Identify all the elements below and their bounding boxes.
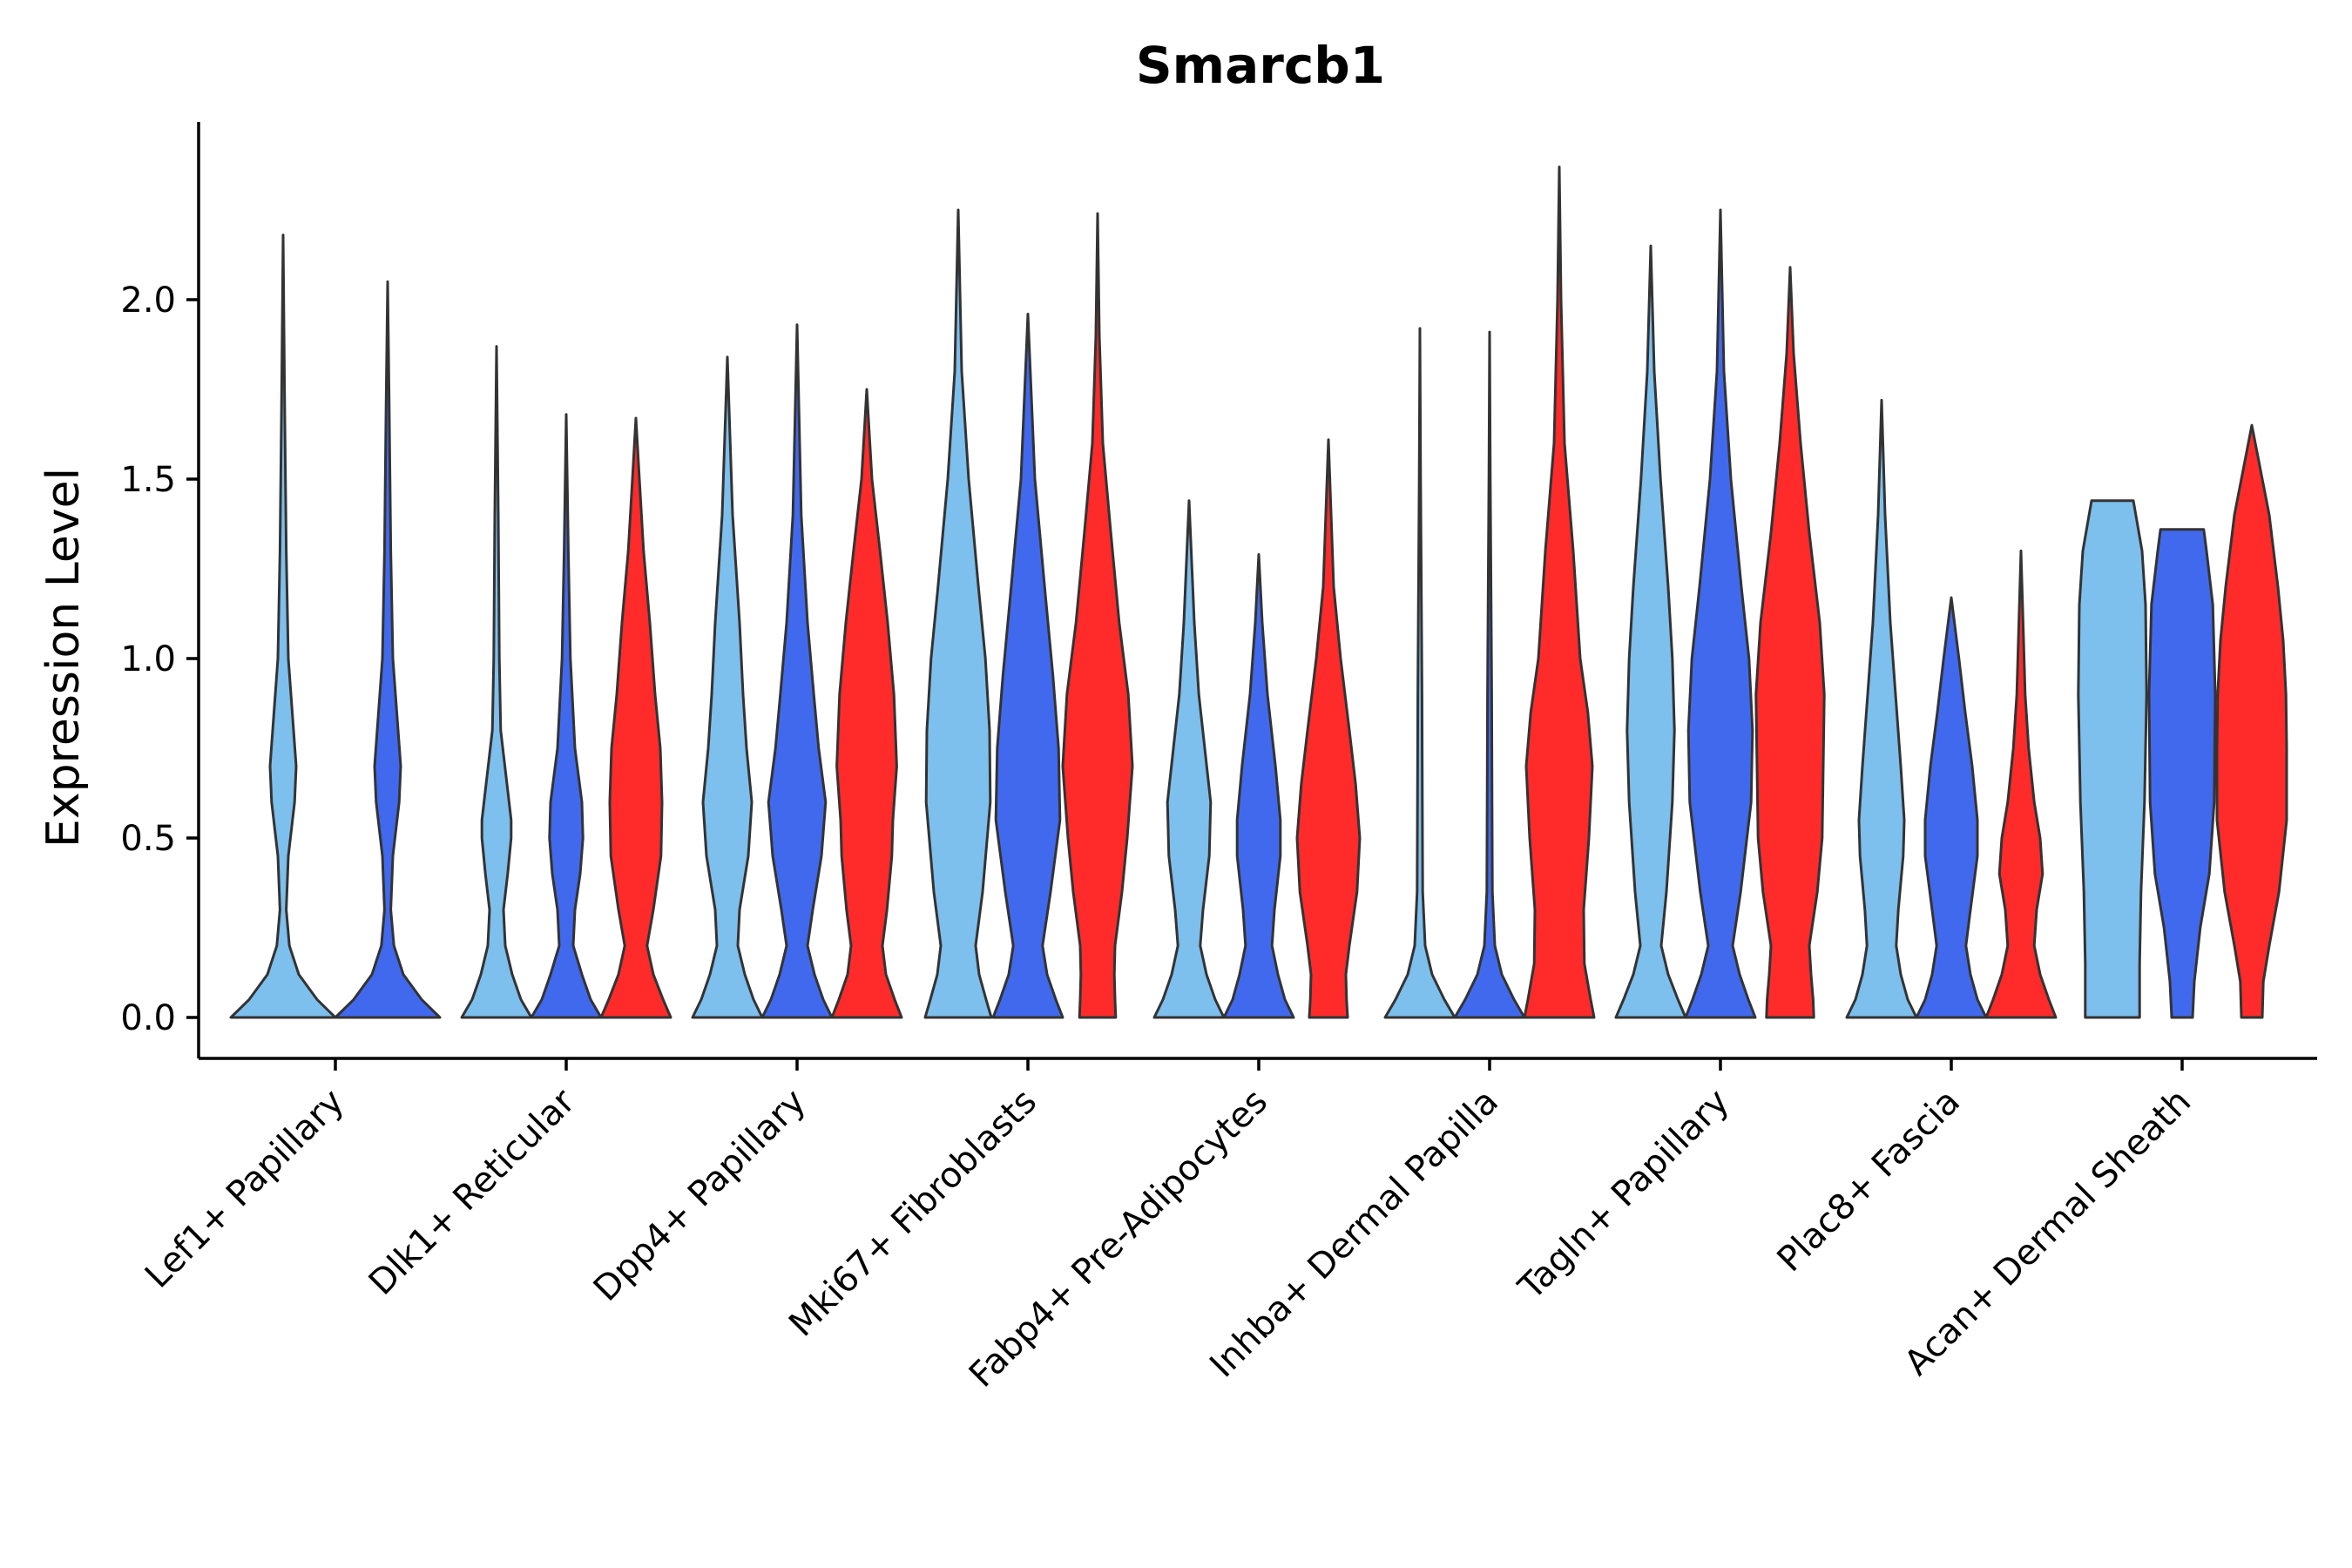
violin-inhba-dermal-papilla-series-2 xyxy=(1453,330,1526,1019)
violin-tagln-papillary-series-3 xyxy=(1754,266,1826,1019)
x-tick-label: Mki67+ Fibroblasts xyxy=(781,1082,1044,1345)
chart-title: Smarcb1 xyxy=(1136,36,1385,95)
violin-tagln-papillary-series-2 xyxy=(1684,208,1757,1019)
x-tick-label: Tagln+ Papillary xyxy=(1511,1082,1737,1308)
violin-dpp4-papillary-series-1 xyxy=(691,355,764,1019)
violin-inhba-dermal-papilla-series-3 xyxy=(1523,166,1596,1019)
y-tick-label: 2.0 xyxy=(120,280,176,321)
violin-dlk1-reticular-series-3 xyxy=(599,416,672,1019)
violin-layer xyxy=(229,166,2288,1019)
violin-acan-dermal-sheath-series-3 xyxy=(2215,423,2288,1019)
violin-acan-dermal-sheath-series-2 xyxy=(2147,528,2217,1019)
x-tick-label: Dlk1+ Reticular xyxy=(362,1081,584,1303)
y-axis: 0.0 0.5 1.0 1.5 2.0 xyxy=(120,122,200,1058)
y-tick-label: 1.5 xyxy=(120,460,176,500)
violin-inhba-dermal-papilla-series-1 xyxy=(1383,327,1456,1019)
x-tick-label: Plac8+ Fascia xyxy=(1770,1082,1969,1281)
violin-dpp4-papillary-series-3 xyxy=(830,388,903,1019)
violin-plac8-fascia-series-2 xyxy=(1915,596,1988,1019)
y-tick-label: 0.5 xyxy=(120,819,176,859)
violin-lef1-papillary-series-1 xyxy=(229,233,337,1019)
x-axis: Lef1+ Papillary Dlk1+ Reticular Dpp4+ Papi… xyxy=(138,1057,2317,1396)
violin-fabp4-pre-adipocytes-series-2 xyxy=(1222,553,1295,1019)
violin-fabp4-pre-adipocytes-series-3 xyxy=(1295,438,1362,1019)
violin-plac8-fascia-series-1 xyxy=(1845,398,1918,1019)
violin-plac8-fascia-series-3 xyxy=(1984,549,2058,1019)
y-axis-label: Expression Level xyxy=(37,468,90,848)
violin-lef1-papillary-series-2 xyxy=(334,280,442,1019)
x-tick-label: Lef1+ Papillary xyxy=(138,1082,352,1296)
violin-dlk1-reticular-series-2 xyxy=(530,413,603,1019)
violin-dpp4-papillary-series-2 xyxy=(760,323,834,1019)
violin-dlk1-reticular-series-1 xyxy=(460,345,533,1019)
violin-tagln-papillary-series-1 xyxy=(1614,244,1687,1019)
y-tick-label: 1.0 xyxy=(120,639,176,679)
x-tick-label: Dpp4+ Papillary xyxy=(586,1082,814,1309)
violin-mki67-fibroblasts-series-1 xyxy=(923,208,993,1019)
violin-acan-dermal-sheath-series-1 xyxy=(2077,499,2148,1019)
violin-mki67-fibroblasts-series-3 xyxy=(1061,212,1134,1019)
y-tick-label: 0.0 xyxy=(120,998,176,1038)
violin-fabp4-pre-adipocytes-series-1 xyxy=(1152,499,1226,1019)
violin-mki67-fibroblasts-series-2 xyxy=(991,313,1064,1019)
